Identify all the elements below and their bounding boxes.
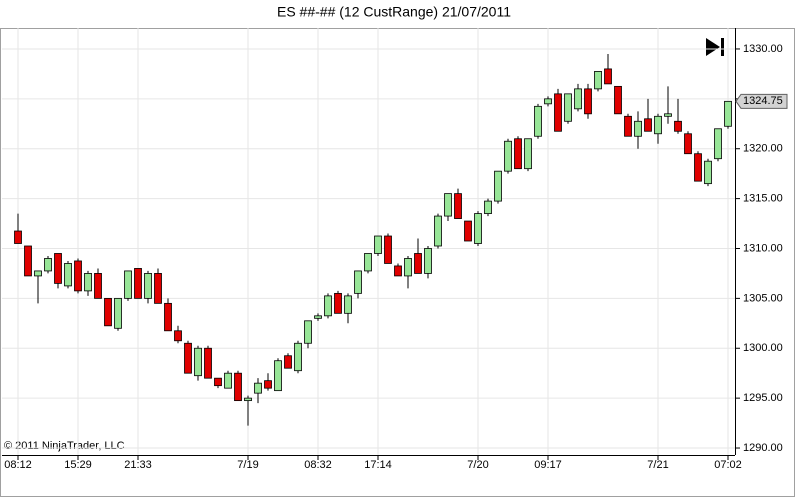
candle-body <box>684 133 692 155</box>
y-tick-label: 1310.00 <box>743 242 783 254</box>
candle-body <box>164 302 172 332</box>
chart-frame <box>0 28 795 497</box>
candle-body <box>354 270 362 294</box>
x-tick-label: 7/19 <box>237 459 258 471</box>
candle-body <box>144 273 152 299</box>
chart-title: ES ##-## (12 CustRange) 21/07/2011 <box>277 4 511 20</box>
x-tick-label: 15:29 <box>64 459 92 471</box>
candle-body <box>704 160 712 185</box>
candle-body <box>174 330 182 342</box>
candle-body <box>514 138 522 170</box>
y-tick-label: 1295.00 <box>743 392 783 404</box>
candle-body <box>294 342 302 372</box>
candle-body <box>74 260 82 292</box>
candle-body <box>124 270 132 299</box>
candle-body <box>94 273 102 299</box>
candle-body <box>544 98 552 105</box>
candle-body <box>604 68 612 85</box>
candle-body <box>474 213 482 244</box>
candle-body <box>334 292 342 314</box>
candle-body <box>394 265 402 277</box>
candle-body <box>184 342 192 374</box>
candle-body <box>134 268 142 299</box>
candle-body <box>504 140 512 172</box>
candle-body <box>274 360 282 392</box>
y-tick-label: 1320.00 <box>743 143 783 155</box>
candle-body <box>284 355 292 369</box>
candle-body <box>384 235 392 264</box>
candle-body <box>364 253 372 272</box>
candle-body <box>664 113 672 117</box>
candle-body <box>434 215 442 247</box>
last-price-label: 1324.75 <box>743 95 783 107</box>
x-tick-label: 08:32 <box>304 459 332 471</box>
candle-body <box>214 377 222 387</box>
candle-body <box>114 297 122 329</box>
candle-body <box>484 200 492 214</box>
candle-body <box>574 88 582 110</box>
candle-body <box>424 248 432 274</box>
candle-body <box>714 128 722 160</box>
candle-body <box>34 270 42 277</box>
candle-body <box>374 235 382 254</box>
candle-body <box>154 273 162 304</box>
candle-body <box>44 258 52 272</box>
y-tick-label: 1300.00 <box>743 342 783 354</box>
candle-body <box>24 245 32 277</box>
x-tick-label: 7/21 <box>647 459 668 471</box>
candle-body <box>414 253 422 274</box>
candle-body <box>594 71 602 90</box>
candle-body <box>644 118 652 132</box>
candle-body <box>204 347 212 379</box>
candle-body <box>454 193 462 219</box>
candle-body <box>224 372 232 389</box>
candle-body <box>654 115 662 135</box>
candle-body <box>64 263 72 287</box>
candle-body <box>234 372 242 402</box>
candle-body <box>614 85 622 115</box>
x-tick-label: 09:17 <box>534 459 562 471</box>
candle-body <box>54 253 62 284</box>
candle-body <box>254 382 262 394</box>
x-tick-label: 08:12 <box>4 459 32 471</box>
candle-body <box>14 230 22 244</box>
candle-body <box>314 315 322 319</box>
x-tick-label: 21:33 <box>124 459 152 471</box>
y-tick-label: 1315.00 <box>743 193 783 205</box>
candle-body <box>624 115 632 137</box>
x-tick-label: 7/20 <box>467 459 488 471</box>
candle-body <box>634 120 642 137</box>
candle-body <box>304 320 312 344</box>
candle-body <box>244 397 252 402</box>
candle-body <box>694 153 702 182</box>
candle-body <box>194 347 202 377</box>
candle-body <box>494 170 502 202</box>
candle-body <box>444 193 452 217</box>
candle-body <box>724 100 732 127</box>
candle-body <box>564 93 572 122</box>
y-tick-label: 1290.00 <box>743 442 783 454</box>
candle-body <box>464 220 472 242</box>
candle-body <box>104 297 112 327</box>
candle-body <box>264 380 272 389</box>
candle-body <box>84 273 92 292</box>
y-tick-label: 1330.00 <box>743 43 783 55</box>
candle-body <box>534 105 542 137</box>
x-tick-label: 17:14 <box>364 459 392 471</box>
last-price-box <box>735 93 788 109</box>
candle-body <box>584 88 592 115</box>
x-tick-label: 07:02 <box>714 459 742 471</box>
candle-body <box>324 295 332 317</box>
candle-body <box>404 258 412 277</box>
play-icon <box>706 38 724 56</box>
candle-body <box>524 138 532 170</box>
candle-body <box>344 295 352 314</box>
copyright: © 2011 NinjaTrader, LLC <box>4 440 125 452</box>
candle-body <box>674 120 682 132</box>
y-tick-label: 1305.00 <box>743 292 783 304</box>
candle-body <box>554 93 562 132</box>
